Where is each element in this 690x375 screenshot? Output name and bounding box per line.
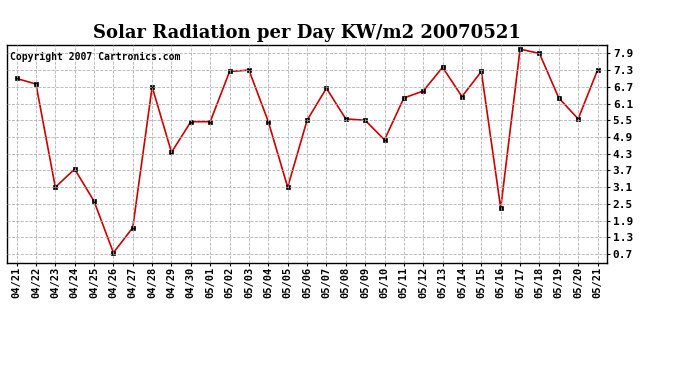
Title: Solar Radiation per Day KW/m2 20070521: Solar Radiation per Day KW/m2 20070521 xyxy=(93,24,521,42)
Text: Copyright 2007 Cartronics.com: Copyright 2007 Cartronics.com xyxy=(10,51,180,62)
